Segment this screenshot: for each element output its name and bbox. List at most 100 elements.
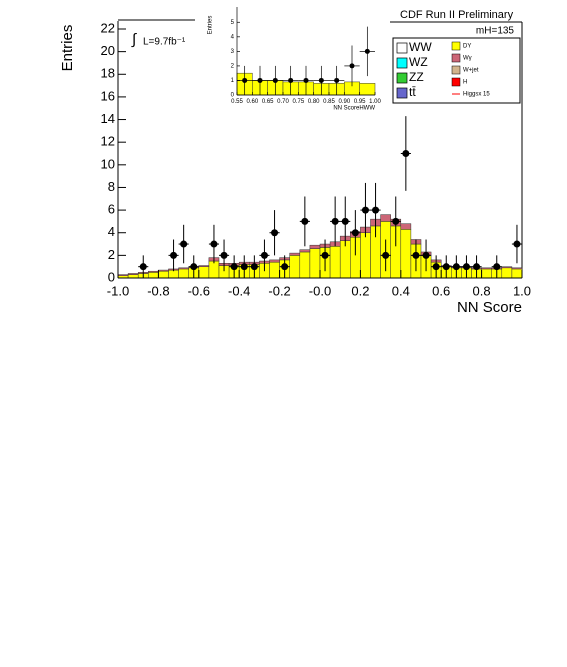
legend-swatch	[396, 72, 408, 84]
data-point	[318, 77, 324, 83]
bar-segment	[400, 223, 412, 230]
legend-swatch	[396, 57, 408, 69]
bar-segment	[511, 267, 523, 270]
x-tick-label: -0.4	[228, 284, 250, 299]
inset-y-label: Entries	[208, 16, 214, 35]
bar-segment	[481, 267, 492, 270]
data-point	[493, 263, 501, 271]
data-point	[301, 217, 309, 225]
legend-swatch	[451, 77, 461, 87]
bar-segment	[269, 261, 280, 279]
data-point	[341, 217, 349, 225]
x-tick-label: 0.80	[308, 99, 320, 105]
bar-segment	[117, 274, 129, 276]
data-point	[361, 206, 369, 214]
y-tick-label: 12	[101, 134, 115, 149]
legend-swatch	[396, 87, 408, 99]
bar-segment	[481, 268, 492, 279]
bar-segment	[309, 248, 321, 279]
data-point	[210, 240, 218, 248]
bar-segment	[360, 232, 371, 279]
x-tick-label: 0.95	[354, 99, 366, 105]
x-tick-label: 0.85	[323, 99, 335, 105]
data-point	[351, 229, 359, 237]
y-tick-label: 5	[231, 20, 235, 26]
x-axis-label: NN Score	[457, 299, 522, 316]
y-tick-label: 0	[231, 93, 235, 99]
data-point	[513, 240, 521, 248]
y-tick-label: 2	[231, 63, 235, 69]
chart-title: CDF Run II Preliminary	[400, 9, 514, 21]
data-point	[288, 77, 294, 83]
bar-segment	[168, 269, 179, 279]
data-point	[250, 263, 258, 271]
x-tick-label: 0.70	[277, 99, 289, 105]
x-tick-label: 1.00	[369, 99, 381, 105]
x-tick-label: 0.60	[246, 99, 258, 105]
y-tick-label: 0	[108, 269, 115, 284]
data-point	[331, 217, 339, 225]
bar-segment	[359, 83, 376, 96]
data-point	[180, 240, 188, 248]
data-point	[271, 229, 279, 237]
data-point	[321, 251, 329, 259]
y-tick-label: 2	[108, 247, 115, 262]
y-tick-label: 6	[108, 202, 115, 217]
bar-segment	[178, 267, 189, 270]
data-point	[272, 77, 278, 83]
legend-swatch	[396, 42, 408, 54]
bar-segment	[329, 246, 341, 279]
bar-segment	[158, 269, 169, 272]
y-tick-label: 10	[101, 156, 115, 171]
lumi-label: L=9.7fb⁻¹	[143, 37, 186, 48]
x-tick-label: -0.0	[309, 284, 331, 299]
data-point	[364, 48, 370, 54]
legend-label: WW	[409, 40, 432, 54]
data-point	[432, 263, 440, 271]
bar-segment	[198, 265, 210, 267]
integral-sign: ∫	[131, 31, 138, 48]
bar-segment	[148, 272, 159, 279]
bar-segment	[148, 270, 159, 273]
bar-segment	[299, 251, 311, 279]
data-point	[412, 251, 420, 259]
x-tick-label: -1.0	[107, 284, 129, 299]
data-point	[402, 150, 410, 157]
x-tick-label: -0.8	[147, 284, 169, 299]
x-tick-label: 0.65	[262, 99, 274, 105]
data-point	[230, 263, 238, 271]
y-tick-label: 18	[101, 66, 115, 81]
bar-segment	[289, 255, 301, 279]
legend-swatch	[451, 65, 461, 75]
x-tick-label: 0.55	[231, 99, 243, 105]
x-tick-label: -0.6	[188, 284, 210, 299]
x-tick-label: 0.2	[351, 284, 369, 299]
legend-label: DY	[463, 44, 471, 50]
bar-segment	[158, 270, 169, 279]
data-point	[190, 263, 198, 271]
bar-segment	[269, 259, 280, 263]
data-point	[281, 263, 289, 271]
bar-segment	[178, 268, 189, 279]
data-point	[139, 263, 147, 271]
bar-segment	[127, 274, 139, 279]
x-tick-label: 0.8	[473, 284, 491, 299]
legend-label: H	[463, 80, 467, 86]
y-tick-label: 16	[101, 88, 115, 103]
bar-segment	[198, 266, 210, 279]
x-tick-label: 0.75	[292, 99, 304, 105]
data-point	[462, 263, 470, 271]
data-point	[220, 251, 228, 259]
y-tick-label: 4	[108, 224, 115, 239]
data-point	[240, 263, 248, 271]
bar-segment	[501, 266, 513, 269]
y-tick-label: 14	[101, 111, 115, 126]
legend-swatch	[451, 41, 461, 51]
y-tick-label: 22	[101, 20, 115, 35]
y-axis-label: Entries	[59, 25, 76, 72]
legend-label: W+jet	[463, 68, 479, 74]
bar-segment	[299, 249, 311, 253]
data-point	[392, 217, 400, 225]
data-point	[349, 63, 355, 69]
